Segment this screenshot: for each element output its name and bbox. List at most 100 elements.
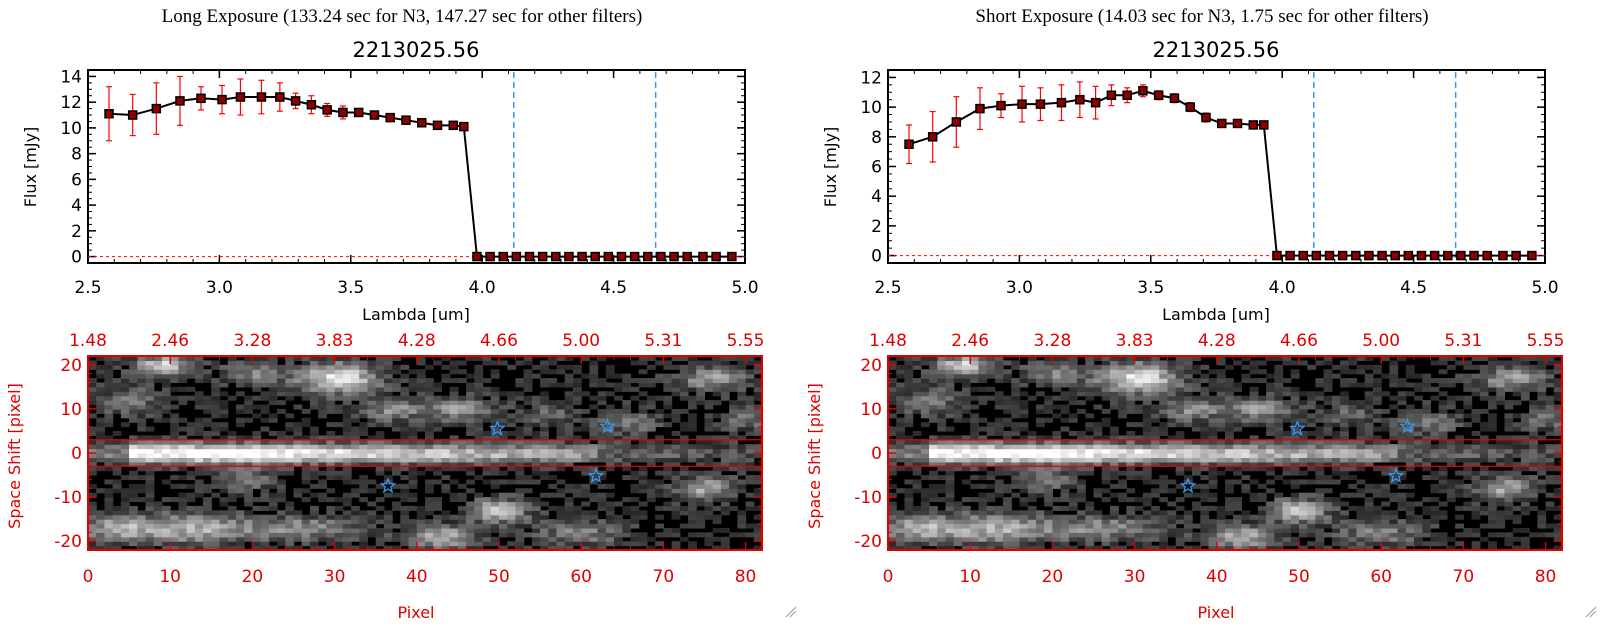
- image-pixel: [1192, 457, 1201, 463]
- image-pixel: [170, 527, 180, 533]
- image-pixel: [457, 369, 467, 375]
- image-pixel: [630, 483, 640, 489]
- image-pixel: [88, 527, 97, 533]
- image-pixel: [203, 514, 212, 520]
- image-pixel: [663, 505, 673, 511]
- image-pixel: [367, 400, 377, 406]
- image-pixel: [945, 382, 955, 388]
- image-pixel: [474, 435, 484, 441]
- image-pixel: [490, 505, 500, 511]
- image-pixel: [211, 382, 221, 388]
- image-pixel: [1183, 461, 1193, 467]
- image-pixel: [457, 457, 467, 463]
- image-pixel: [1052, 378, 1062, 384]
- image-pixel: [449, 435, 459, 441]
- image-pixel: [1151, 439, 1160, 445]
- image-pixel: [978, 439, 988, 445]
- image-pixel: [145, 404, 155, 410]
- image-pixel: [219, 497, 229, 503]
- image-pixel: [994, 430, 1004, 436]
- image-pixel: [745, 360, 755, 366]
- image-pixel: [383, 382, 393, 388]
- image-pixel: [178, 466, 188, 472]
- image-pixel: [1200, 378, 1210, 384]
- image-pixel: [986, 444, 996, 450]
- image-pixel: [548, 519, 558, 525]
- image-pixel: [912, 457, 922, 463]
- image-pixel: [268, 527, 278, 533]
- image-pixel: [589, 378, 599, 384]
- image-pixel: [638, 501, 648, 507]
- image-pixel: [120, 422, 130, 428]
- image-pixel: [293, 435, 303, 441]
- image-pixel: [1085, 519, 1095, 525]
- image-pixel: [556, 422, 566, 428]
- data-point: [537, 251, 548, 262]
- image-pixel: [235, 536, 245, 542]
- image-pixel: [186, 523, 196, 529]
- image-pixel: [449, 364, 459, 370]
- image-pixel: [515, 448, 525, 454]
- image-pixel: [161, 461, 171, 467]
- image-pixel: [920, 382, 930, 388]
- image-pixel: [540, 461, 549, 467]
- image-pixel: [888, 492, 897, 498]
- image-pixel: [961, 391, 971, 397]
- image-pixel: [920, 386, 930, 392]
- image-pixel: [1233, 461, 1243, 467]
- image-pixel: [96, 514, 106, 520]
- image-pixel: [556, 479, 566, 485]
- image-pixel: [655, 453, 664, 459]
- image-pixel: [920, 422, 930, 428]
- image-pixel: [211, 457, 221, 463]
- image-pixel: [515, 417, 525, 423]
- image-pixel: [605, 391, 615, 397]
- image-pixel: [466, 501, 475, 507]
- image-pixel: [326, 461, 336, 467]
- image-pixel: [1192, 444, 1201, 450]
- image-pixel: [1241, 461, 1251, 467]
- image-pixel: [88, 483, 97, 489]
- image-pixel: [309, 364, 319, 370]
- image-pixel: [400, 483, 410, 489]
- image-pixel: [203, 532, 212, 538]
- image-pixel: [1134, 545, 1144, 551]
- image-pixel: [318, 408, 327, 414]
- image-pixel: [490, 400, 500, 406]
- image-pixel: [400, 417, 410, 423]
- image-pixel: [1208, 426, 1218, 432]
- image-pixel: [474, 369, 484, 375]
- image-pixel: [1134, 514, 1144, 520]
- image-pixel: [120, 360, 130, 366]
- image-pixel: [605, 492, 615, 498]
- image-pixel: [937, 382, 947, 388]
- image-pixel: [581, 492, 590, 498]
- image-pixel: [1200, 523, 1210, 529]
- image-pixel: [285, 356, 295, 362]
- image-pixel: [104, 404, 114, 410]
- image-pixel: [515, 541, 525, 547]
- image-pixel: [888, 413, 897, 419]
- image-pixel: [581, 426, 590, 432]
- image-pixel: [359, 457, 369, 463]
- image-pixel: [351, 536, 360, 542]
- image-pixel: [260, 470, 270, 476]
- image-pixel: [1126, 514, 1136, 520]
- image-pixel: [1027, 523, 1037, 529]
- image-pixel: [474, 545, 484, 551]
- image-pixel: [688, 364, 697, 370]
- image-pixel: [729, 426, 738, 432]
- image-pixel: [605, 417, 615, 423]
- image-pixel: [1159, 382, 1169, 388]
- image-pixel: [572, 391, 582, 397]
- image-pixel: [351, 505, 360, 511]
- data-point: [951, 117, 962, 127]
- image-pixel: [392, 400, 401, 406]
- image-pixel: [1200, 364, 1210, 370]
- image-pixel: [120, 386, 130, 392]
- image-pixel: [515, 519, 525, 525]
- image-pixel: [937, 413, 947, 419]
- image-pixel: [178, 439, 188, 445]
- image-pixel: [1027, 514, 1037, 520]
- image-pixel: [1257, 514, 1267, 520]
